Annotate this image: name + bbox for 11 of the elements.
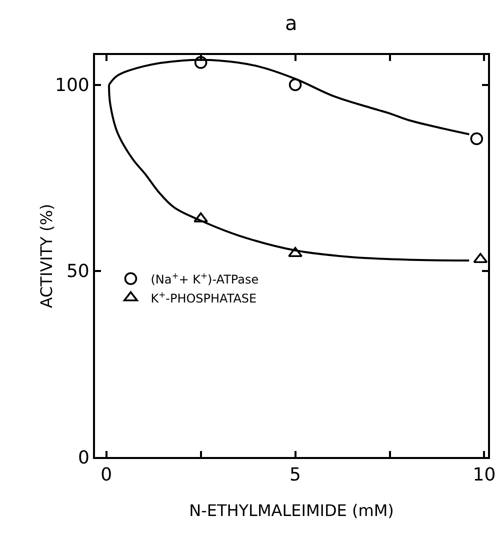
- x-tick-label: 5: [290, 464, 302, 486]
- x-axis-title: N-ETHYLMALEIMIDE (mM): [189, 501, 394, 520]
- y-axis-title: ACTIVITY (%): [37, 204, 56, 308]
- legend-label: (Na$^{+}$+ K$^{+}$)-ATPase: [150, 270, 259, 286]
- y-tick-label: 50: [66, 261, 90, 282]
- y-tick-label: 0: [78, 447, 90, 468]
- legend-label: K$^{+}$-PHOSPHATASE: [150, 289, 257, 306]
- y-tick-label: 100: [55, 75, 90, 96]
- x-tick-label: 10: [472, 464, 496, 486]
- x-tick-label: 0: [100, 464, 112, 486]
- chart-title: a: [285, 11, 298, 36]
